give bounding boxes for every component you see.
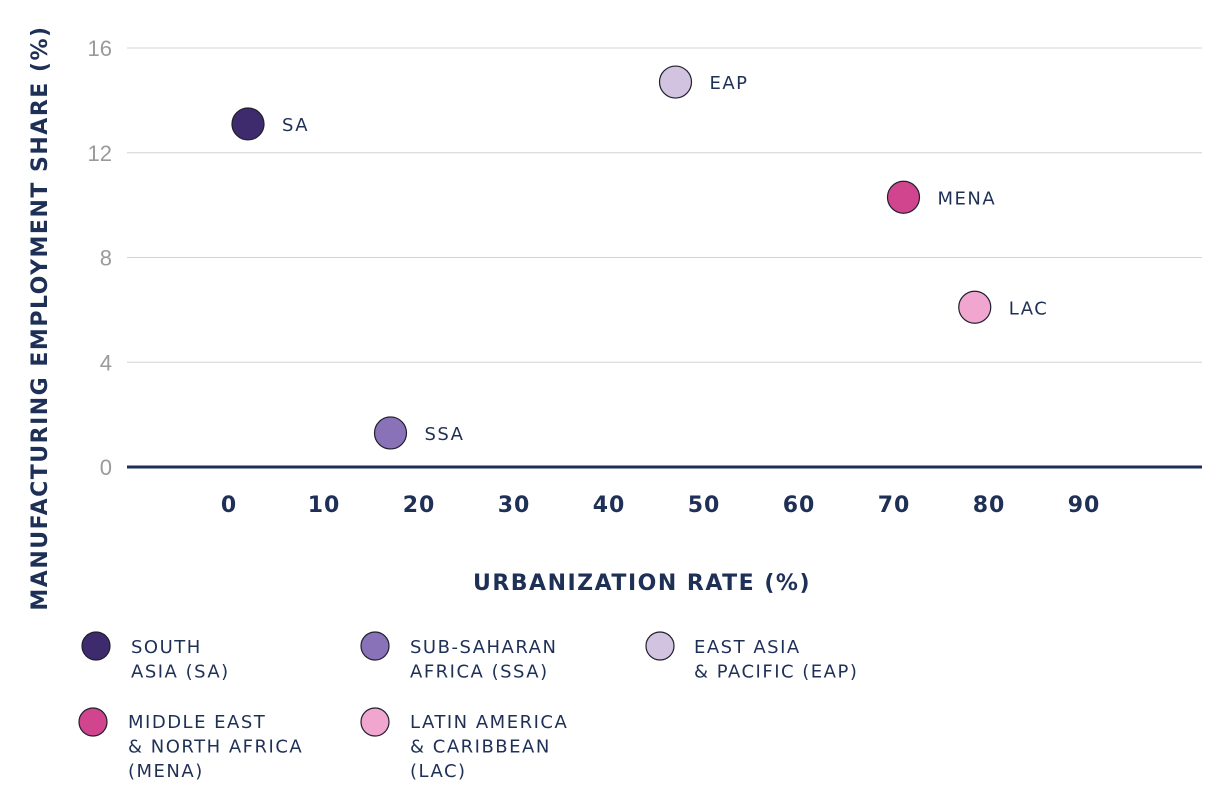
point-ssa	[373, 416, 408, 450]
gridlines	[127, 47, 1202, 363]
x-tick-label: 80	[973, 493, 1006, 518]
x-tick-label: 20	[403, 493, 436, 518]
x-tick-label: 0	[221, 493, 237, 518]
legend-label-eap: & PACIFIC (EAP)	[694, 662, 858, 683]
legend-label-sa: SOUTH	[131, 637, 202, 658]
legend-marker-ssa	[360, 631, 390, 661]
legend-label-mena: (MENA)	[128, 761, 204, 782]
legend-marker-eap	[645, 631, 675, 661]
legend-label-mena: MIDDLE EAST	[128, 712, 266, 733]
legend-label-ssa: SUB-SAHARAN	[410, 637, 557, 658]
legend-marker-mena	[78, 707, 108, 737]
point-label-ssa: SSA	[425, 424, 465, 445]
point-label-lac: LAC	[1009, 298, 1049, 319]
x-tick-label: 10	[308, 493, 341, 518]
x-axis-title: URBANIZATION RATE (%)	[473, 571, 811, 596]
x-tick-label: 30	[498, 493, 531, 518]
legend-label-ssa: AFRICA (SSA)	[410, 662, 549, 683]
y-tick-label: 16	[88, 36, 112, 61]
point-label-sa: SA	[282, 115, 309, 136]
point-sa	[231, 107, 265, 141]
point-mena	[886, 180, 921, 214]
y-tick-label: 0	[100, 455, 112, 480]
point-eap	[658, 65, 693, 99]
legend-label-sa: ASIA (SA)	[131, 662, 230, 683]
point-lac	[958, 290, 992, 324]
y-axis-title: MANUFACTURING EMPLOYMENT SHARE (%)	[28, 25, 53, 610]
legend-marker-sa	[81, 631, 111, 661]
axes: 0 4 8 12 16 0 10 20 30 40 50 60 70 80 90	[88, 36, 1202, 518]
y-tick-label: 8	[100, 246, 112, 271]
y-tick-label: 4	[100, 350, 112, 375]
y-tick-label: 12	[88, 141, 112, 166]
legend-label-lac: (LAC)	[410, 761, 467, 782]
legend-label-lac: & CARIBBEAN	[410, 737, 551, 758]
legend-label-eap: EAST ASIA	[694, 637, 801, 658]
legend-label-mena: & NORTH AFRICA	[128, 737, 303, 758]
x-tick-label: 40	[593, 493, 626, 518]
x-tick-label: 50	[688, 493, 721, 518]
x-tick-label: 70	[878, 493, 911, 518]
x-tick-label: 90	[1068, 493, 1101, 518]
data-points: SA SSA EAP MENA LAC	[231, 65, 1049, 450]
x-tick-label: 60	[783, 493, 816, 518]
legend: SOUTH ASIA (SA) SUB-SAHARAN AFRICA (SSA) EAS…	[78, 631, 858, 782]
legend-label-lac: LATIN AMERICA	[410, 712, 568, 733]
legend-marker-lac	[360, 707, 390, 737]
point-label-mena: MENA	[938, 188, 997, 209]
point-label-eap: EAP	[710, 73, 749, 94]
